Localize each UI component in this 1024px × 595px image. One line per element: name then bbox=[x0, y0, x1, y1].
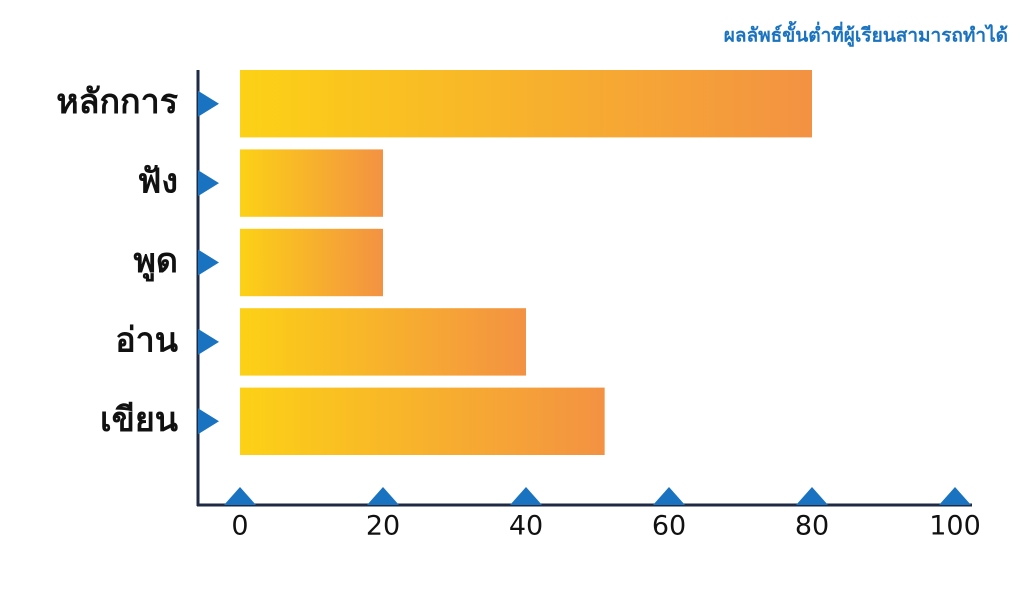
bar bbox=[240, 387, 605, 455]
category-marker bbox=[198, 328, 219, 355]
category-marker bbox=[198, 408, 219, 435]
x-tick-mark bbox=[939, 487, 971, 505]
category-marker bbox=[198, 249, 219, 276]
y-tick-label: เขียน bbox=[100, 400, 178, 440]
y-tick-label: อ่าน bbox=[115, 320, 178, 360]
x-tick-mark bbox=[224, 487, 256, 505]
y-tick-label: หลักการ bbox=[56, 82, 179, 122]
y-tick-label: ฟัง bbox=[137, 162, 178, 202]
x-tick-label: 20 bbox=[366, 511, 400, 542]
x-tick-label: 40 bbox=[509, 511, 543, 542]
x-tick-label: 60 bbox=[652, 511, 686, 542]
x-tick-mark bbox=[796, 487, 828, 505]
bar bbox=[240, 228, 383, 297]
bar bbox=[240, 149, 383, 217]
x-tick-label: 100 bbox=[929, 511, 981, 542]
bar bbox=[240, 308, 526, 376]
x-tick-mark bbox=[653, 487, 685, 505]
y-tick-label: พูด bbox=[134, 241, 179, 282]
category-marker bbox=[198, 170, 219, 197]
category-marker bbox=[198, 90, 219, 117]
x-tick-label: 80 bbox=[795, 511, 829, 542]
x-tick-label: 0 bbox=[231, 511, 248, 542]
chart-title: ผลลัพธ์ขั้นต่ำที่ผู้เรียนสามารถทำได้ bbox=[724, 21, 1008, 48]
bar bbox=[240, 70, 812, 138]
x-tick-mark bbox=[510, 487, 542, 505]
x-tick-mark bbox=[367, 487, 399, 505]
